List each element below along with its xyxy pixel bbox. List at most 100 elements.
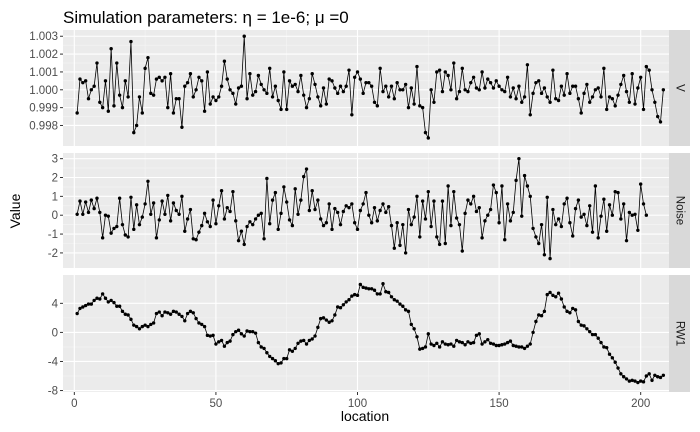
data-point bbox=[395, 221, 399, 225]
data-point bbox=[576, 198, 581, 202]
data-point bbox=[86, 97, 91, 101]
data-point bbox=[505, 75, 510, 79]
data-point bbox=[508, 219, 513, 223]
data-point bbox=[525, 184, 530, 188]
data-point bbox=[460, 340, 464, 345]
data-point bbox=[488, 207, 493, 212]
data-point bbox=[650, 378, 654, 383]
data-point bbox=[539, 91, 544, 96]
data-point bbox=[103, 79, 108, 83]
data-point bbox=[588, 329, 592, 334]
data-point bbox=[457, 89, 462, 94]
data-point bbox=[548, 100, 552, 104]
data-point bbox=[228, 88, 232, 92]
data-point bbox=[514, 178, 518, 183]
data-point bbox=[573, 308, 578, 312]
data-point bbox=[327, 320, 331, 324]
data-point bbox=[115, 61, 119, 65]
data-point bbox=[494, 343, 498, 348]
data-point bbox=[517, 156, 521, 161]
data-point bbox=[318, 217, 323, 221]
data-point bbox=[466, 89, 470, 94]
data-point bbox=[466, 198, 470, 202]
data-point bbox=[299, 198, 303, 202]
y-tick-label: 4 bbox=[52, 298, 59, 310]
data-point bbox=[593, 184, 598, 188]
data-point bbox=[146, 324, 150, 329]
data-point bbox=[256, 73, 261, 78]
data-point bbox=[599, 340, 603, 345]
data-point bbox=[655, 114, 660, 119]
data-point bbox=[605, 345, 609, 350]
data-point bbox=[112, 300, 116, 305]
data-point bbox=[146, 55, 150, 60]
data-point bbox=[330, 79, 334, 83]
data-point bbox=[321, 86, 326, 90]
data-point bbox=[270, 198, 275, 202]
data-point bbox=[647, 372, 651, 376]
data-point bbox=[248, 72, 252, 76]
data-point bbox=[607, 95, 612, 99]
data-point bbox=[163, 75, 167, 79]
data-point bbox=[287, 348, 292, 352]
data-point bbox=[310, 189, 314, 193]
data-point bbox=[188, 309, 193, 314]
data-point bbox=[279, 361, 283, 365]
data-point bbox=[638, 75, 643, 79]
data-point bbox=[188, 72, 193, 76]
data-point bbox=[633, 212, 637, 216]
data-point bbox=[446, 73, 450, 78]
data-point bbox=[157, 75, 161, 79]
data-point bbox=[109, 298, 113, 303]
data-point bbox=[234, 329, 238, 334]
data-point bbox=[398, 243, 402, 248]
data-point bbox=[443, 241, 447, 246]
data-point bbox=[624, 377, 629, 381]
data-point bbox=[103, 213, 108, 217]
data-point bbox=[610, 356, 615, 360]
y-tick-label: 3 bbox=[52, 154, 58, 166]
data-point bbox=[582, 212, 586, 216]
facet-strip bbox=[669, 153, 690, 268]
y-axis-title: Value bbox=[7, 193, 23, 228]
data-point bbox=[194, 238, 198, 242]
data-point bbox=[177, 312, 181, 316]
data-point bbox=[299, 339, 303, 343]
data-point bbox=[463, 88, 467, 92]
data-point bbox=[75, 212, 79, 216]
data-point bbox=[183, 84, 187, 88]
data-point bbox=[92, 298, 96, 303]
data-point bbox=[112, 226, 116, 231]
data-point bbox=[537, 241, 541, 246]
data-point bbox=[123, 312, 128, 316]
data-point bbox=[166, 105, 170, 110]
data-point bbox=[197, 75, 201, 79]
data-point bbox=[302, 93, 306, 97]
data-point bbox=[225, 205, 229, 210]
data-point bbox=[585, 223, 589, 228]
data-point bbox=[211, 95, 215, 99]
data-point bbox=[202, 109, 207, 113]
data-point bbox=[661, 88, 666, 92]
data-point bbox=[398, 302, 402, 306]
data-point bbox=[590, 95, 595, 99]
data-point bbox=[511, 86, 515, 90]
data-point bbox=[491, 342, 496, 346]
x-tick-label: 0 bbox=[71, 398, 77, 410]
data-point bbox=[661, 373, 666, 377]
data-point bbox=[562, 305, 566, 309]
data-point bbox=[497, 221, 501, 225]
y-tick-label: 1.002 bbox=[29, 49, 58, 61]
data-point bbox=[341, 303, 346, 307]
data-point bbox=[248, 220, 252, 224]
data-point bbox=[531, 91, 535, 96]
data-point bbox=[310, 72, 314, 76]
data-point bbox=[505, 202, 510, 206]
data-point bbox=[149, 91, 153, 96]
data-point bbox=[92, 206, 96, 211]
data-point bbox=[330, 319, 334, 323]
data-point bbox=[607, 203, 612, 207]
data-point bbox=[403, 82, 408, 87]
data-point bbox=[168, 219, 173, 223]
data-point bbox=[406, 105, 411, 110]
